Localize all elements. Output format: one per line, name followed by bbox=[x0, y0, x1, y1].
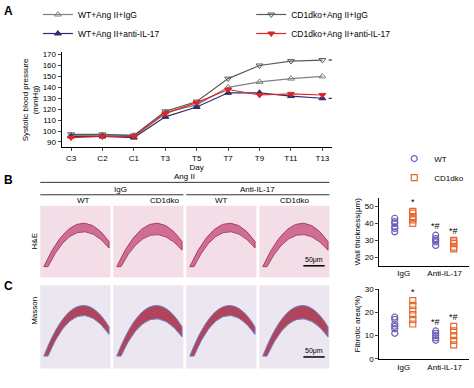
svg-text:Masson: Masson bbox=[30, 297, 39, 325]
svg-text:150: 150 bbox=[43, 72, 57, 81]
svg-text:110: 110 bbox=[43, 116, 56, 125]
svg-text:T13: T13 bbox=[315, 154, 329, 163]
svg-text:C2: C2 bbox=[97, 154, 108, 163]
svg-text:T11: T11 bbox=[284, 154, 298, 163]
svg-text:*: * bbox=[411, 197, 415, 207]
svg-text:CD1dko+Ang II+IgG: CD1dko+Ang II+IgG bbox=[291, 10, 368, 20]
svg-text:WT: WT bbox=[77, 196, 90, 205]
svg-text:Anti-IL-17: Anti-IL-17 bbox=[240, 185, 275, 194]
svg-text:C3: C3 bbox=[66, 154, 77, 163]
svg-text:*#: *# bbox=[449, 226, 458, 236]
svg-text:Day: Day bbox=[190, 163, 204, 172]
svg-text:H&E: H&E bbox=[30, 233, 39, 249]
svg-text:WT+Ang II+anti-IL-17: WT+Ang II+anti-IL-17 bbox=[78, 29, 160, 39]
svg-text:20: 20 bbox=[365, 308, 374, 317]
svg-text:10: 10 bbox=[365, 331, 374, 340]
svg-text:Wall thickness(μm): Wall thickness(μm) bbox=[353, 198, 362, 266]
svg-text:50μm: 50μm bbox=[305, 347, 323, 355]
svg-text:140: 140 bbox=[43, 83, 57, 92]
svg-text:40: 40 bbox=[365, 219, 374, 228]
svg-text:T9: T9 bbox=[255, 154, 265, 163]
svg-text:WT: WT bbox=[215, 196, 228, 205]
svg-text:A: A bbox=[4, 4, 13, 18]
svg-text:WT: WT bbox=[434, 155, 447, 164]
svg-text:170: 170 bbox=[43, 50, 57, 59]
svg-text:30: 30 bbox=[365, 236, 374, 245]
svg-text:Fibrotic area(%): Fibrotic area(%) bbox=[353, 295, 362, 352]
svg-text:CD1dko: CD1dko bbox=[150, 196, 179, 205]
svg-text:130: 130 bbox=[43, 94, 57, 103]
svg-text:100: 100 bbox=[43, 127, 57, 136]
svg-text:C: C bbox=[4, 279, 13, 293]
svg-text:50: 50 bbox=[365, 202, 374, 211]
svg-text:T3: T3 bbox=[161, 154, 171, 163]
svg-text:CD1dko: CD1dko bbox=[280, 196, 309, 205]
svg-text:Systolic blood pressure(mmHg): Systolic blood pressure(mmHg) bbox=[21, 58, 40, 141]
svg-text:T5: T5 bbox=[192, 154, 202, 163]
svg-text:Ang II: Ang II bbox=[174, 172, 195, 181]
svg-text:CD1dko: CD1dko bbox=[434, 174, 463, 183]
svg-text:Anti-IL-17: Anti-IL-17 bbox=[427, 269, 462, 278]
svg-text:50μm: 50μm bbox=[305, 256, 323, 264]
svg-text:T7: T7 bbox=[223, 154, 233, 163]
svg-text:30: 30 bbox=[365, 285, 374, 294]
svg-text:IgG: IgG bbox=[114, 185, 127, 194]
svg-text:90: 90 bbox=[47, 138, 56, 147]
svg-text:B: B bbox=[4, 173, 13, 187]
svg-text:Anti-IL-17: Anti-IL-17 bbox=[427, 363, 462, 372]
svg-text:C1: C1 bbox=[129, 154, 140, 163]
svg-text:WT+Ang II+IgG: WT+Ang II+IgG bbox=[78, 10, 137, 20]
svg-text:*#: *# bbox=[431, 221, 440, 231]
svg-text:20: 20 bbox=[365, 253, 374, 262]
svg-text:160: 160 bbox=[43, 61, 57, 70]
svg-text:0: 0 bbox=[369, 355, 374, 364]
svg-text:*: * bbox=[411, 287, 415, 297]
svg-text:IgG: IgG bbox=[397, 269, 410, 278]
svg-text:120: 120 bbox=[43, 105, 57, 114]
svg-text:CD1dko+Ang II+anti-IL-17: CD1dko+Ang II+anti-IL-17 bbox=[291, 29, 390, 39]
svg-text:*#: *# bbox=[449, 312, 458, 322]
svg-text:IgG: IgG bbox=[397, 363, 410, 372]
svg-text:*#: *# bbox=[431, 317, 440, 327]
